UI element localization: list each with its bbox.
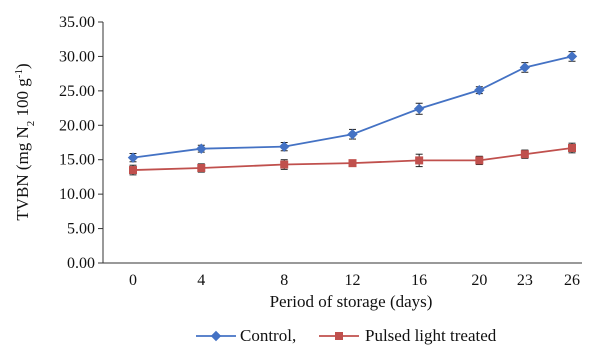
y-title-superscript: -1 xyxy=(13,69,25,78)
series-layer xyxy=(127,51,578,176)
legend: Control, Pulsed light treated xyxy=(196,326,497,345)
legend-marker xyxy=(210,330,222,342)
series-line xyxy=(132,147,573,171)
y-tick-label: 15.00 xyxy=(59,152,95,169)
legend-label: Control, xyxy=(240,326,296,345)
y-title-subscript: 2 xyxy=(25,121,37,127)
data-point xyxy=(196,143,207,154)
data-point xyxy=(280,160,289,169)
x-tick-label: 8 xyxy=(280,272,288,289)
y-title-part: ) xyxy=(13,63,32,69)
x-tick-label: 0 xyxy=(129,272,137,289)
y-tick-label: 10.00 xyxy=(59,186,95,203)
legend-label: Pulsed light treated xyxy=(365,326,497,345)
data-point xyxy=(475,156,484,165)
data-point xyxy=(415,156,424,165)
x-tick-label: 23 xyxy=(517,272,533,289)
data-point xyxy=(413,103,425,114)
y-title-part: TVBN (mg N xyxy=(13,126,32,220)
data-point xyxy=(568,144,576,153)
y-tick-label: 20.00 xyxy=(59,117,95,134)
data-point xyxy=(348,159,357,168)
x-tick-label: 26 xyxy=(564,272,580,289)
data-point xyxy=(197,163,206,172)
y-axis-title: TVBN (mg N2 100 g-1) xyxy=(13,63,37,220)
series-pulsed-light xyxy=(129,142,576,176)
data-point xyxy=(279,141,290,152)
y-tick-label: 30.00 xyxy=(59,48,95,65)
x-tick-label: 12 xyxy=(345,272,361,289)
series-line xyxy=(132,55,573,159)
y-tick-label: 5.00 xyxy=(67,221,95,238)
x-tick-label: 20 xyxy=(471,272,487,289)
data-point xyxy=(127,152,139,163)
data-point xyxy=(129,166,137,175)
y-tick-label: 0.00 xyxy=(67,255,95,272)
data-point xyxy=(347,129,358,140)
x-tick-label: 16 xyxy=(411,272,427,289)
legend-item-pulsed-light: Pulsed light treated xyxy=(319,326,497,345)
legend-marker xyxy=(335,332,343,340)
x-axis: 0 4 8 12 16 20 23 26 xyxy=(103,262,582,289)
series-control xyxy=(127,51,578,163)
data-point xyxy=(566,51,578,62)
y-title-part: 100 g xyxy=(13,78,32,121)
x-tick-label: 4 xyxy=(197,272,205,289)
data-point xyxy=(520,150,529,159)
y-tick-label: 25.00 xyxy=(59,83,95,100)
legend-item-control: Control, xyxy=(196,326,296,345)
data-point xyxy=(474,84,485,96)
data-point xyxy=(519,62,531,73)
y-axis: 0.00 5.00 10.00 15.00 20.00 25.00 30.00 35.00 xyxy=(59,14,104,272)
x-axis-title: Period of storage (days) xyxy=(270,292,433,311)
y-tick-label: 35.00 xyxy=(59,14,95,31)
y-axis-title-text: TVBN (mg N2 100 g-1) xyxy=(13,63,37,220)
